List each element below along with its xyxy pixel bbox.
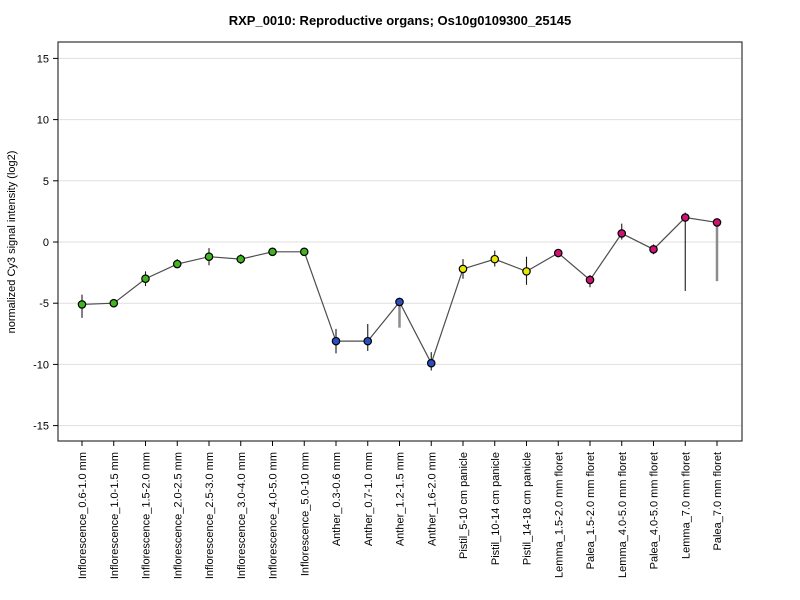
data-point [268, 247, 277, 257]
y-tick-label: -5 [39, 298, 49, 310]
chart-title: RXP_0010: Reproductive organs; Os10g0109… [229, 13, 572, 28]
x-tick-label: Anther_1.2-1.5 mm [395, 452, 407, 546]
data-point [617, 229, 627, 238]
x-tick-label: Inflorescence_1.5-2.0 mm [141, 452, 153, 579]
x-tick-label: Inflorescence_3.0-4.0 mm [236, 452, 248, 579]
x-tick-label: Anther_1.6-2.0 mm [426, 452, 438, 546]
data-point [649, 245, 658, 254]
x-tick-label: Inflorescence_2.5-3.0 mm [204, 452, 216, 579]
data-point [395, 297, 404, 307]
data-point [426, 358, 436, 368]
data-point [585, 275, 595, 285]
x-tick-label: Lemma_4.0-5.0 mm floret [617, 452, 629, 578]
data-point [331, 336, 341, 346]
x-tick-label: Anther_0.3-0.6 mm [331, 452, 343, 546]
data-point [77, 300, 87, 309]
data-point [490, 254, 500, 264]
data-point [299, 247, 309, 257]
data-point [712, 218, 722, 227]
y-tick-label: 5 [43, 176, 49, 188]
data-point [172, 259, 182, 269]
x-tick-label: Lemma_7.0 mm floret [680, 452, 692, 559]
x-tick-label: Inflorescence_2.0-2.5 mm [172, 452, 184, 579]
x-tick-label: Inflorescence_4.0-5.0 mm [268, 452, 280, 579]
y-tick-label: 0 [43, 237, 49, 249]
x-tick-label: Inflorescence_0.6-1.0 mm [77, 452, 89, 579]
data-point [236, 254, 246, 264]
data-point [458, 264, 468, 274]
x-tick-label: Anther_0.7-1.0 mm [363, 452, 375, 546]
x-tick-label: Palea_4.0-5.0 mm floret [649, 452, 661, 569]
x-tick-label: Inflorescence_1.0-1.5 mm [109, 452, 121, 579]
y-tick-label: 15 [37, 53, 49, 65]
x-tick-label: Lemma_1.5-2.0 mm floret [553, 452, 565, 578]
data-point [204, 252, 214, 261]
data-point [522, 267, 531, 276]
data-point [553, 248, 563, 258]
y-tick-label: -10 [33, 359, 49, 371]
x-tick-label: Pistil_5-10 cm panicle [458, 452, 470, 559]
y-tick-label: -15 [33, 421, 49, 433]
x-tick-label: Palea_7.0 mm floret [712, 452, 724, 550]
y-tick-label: 10 [37, 115, 49, 127]
data-point [363, 336, 373, 346]
x-tick-label: Pistil_14-18 cm panicle [522, 452, 534, 565]
plot-area: 15 10 5 0 -5 -10 -15 Inflorescence_0.6-1.0 mm In… [33, 41, 743, 579]
data-point [109, 298, 119, 308]
data-point [680, 213, 690, 222]
y-axis-title: normalized Cy3 signal intensity (log2) [6, 151, 18, 334]
x-tick-label: Palea_1.5-2.0 mm floret [585, 452, 597, 569]
x-tick-label: Inflorescence_5.0-10 mm [299, 452, 311, 576]
x-tick-label: Pistil_10-14 cm panicle [490, 452, 502, 565]
data-point [141, 274, 150, 284]
